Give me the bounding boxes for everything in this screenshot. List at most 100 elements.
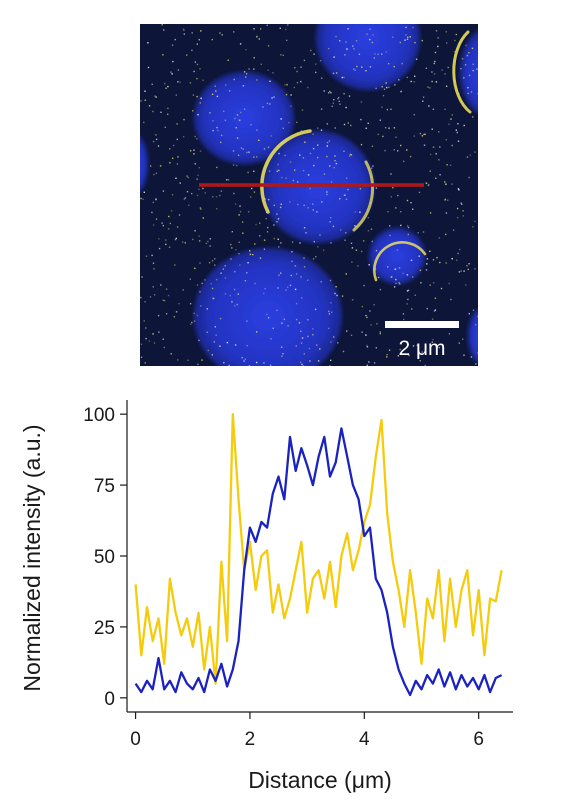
noise-speckle [155, 96, 157, 98]
noise-speckle [469, 154, 471, 156]
noise-speckle [385, 82, 387, 84]
noise-speckle [337, 98, 339, 100]
noise-speckle [317, 144, 319, 146]
noise-speckle [355, 249, 358, 251]
noise-speckle [338, 96, 340, 99]
noise-speckle [151, 211, 153, 214]
noise-speckle [343, 93, 345, 95]
noise-speckle [160, 284, 162, 286]
noise-speckle [245, 49, 247, 51]
noise-speckle [366, 344, 368, 347]
noise-speckle [400, 224, 402, 227]
y-tick-label: 0 [104, 689, 115, 710]
noise-speckle [282, 54, 284, 56]
noise-speckle [405, 26, 407, 29]
noise-speckle [183, 29, 185, 32]
noise-speckle [415, 58, 418, 60]
noise-speckle [161, 222, 163, 224]
noise-speckle [435, 177, 437, 179]
noise-speckle [406, 38, 409, 40]
noise-speckle [178, 214, 181, 216]
noise-speckle [429, 153, 432, 156]
noise-speckle [170, 71, 172, 73]
noise-speckle [450, 118, 452, 120]
noise-speckle [366, 346, 369, 348]
noise-speckle [197, 174, 199, 176]
noise-speckle [393, 65, 395, 68]
noise-speckle [162, 190, 165, 192]
noise-speckle [346, 48, 348, 50]
noise-speckle [330, 302, 332, 304]
noise-speckle [196, 314, 198, 317]
noise-speckle [295, 345, 297, 347]
noise-speckle [158, 331, 160, 333]
noise-speckle [335, 35, 337, 38]
noise-speckle [281, 322, 283, 324]
noise-speckle [457, 140, 460, 142]
noise-speckle [300, 342, 303, 344]
noise-speckle [367, 230, 370, 232]
noise-speckle [162, 338, 164, 340]
noise-speckle [182, 28, 185, 30]
noise-speckle [444, 108, 446, 110]
noise-speckle [171, 73, 173, 75]
noise-speckle [303, 353, 305, 355]
noise-speckle [445, 262, 447, 264]
noise-speckle [321, 201, 323, 203]
noise-speckle [292, 179, 295, 182]
noise-speckle [350, 154, 353, 156]
noise-speckle [204, 192, 206, 194]
noise-speckle [392, 187, 394, 189]
noise-speckle [313, 53, 315, 55]
noise-speckle [398, 267, 401, 269]
noise-speckle [245, 73, 248, 75]
noise-speckle [262, 106, 264, 108]
noise-speckle [305, 232, 307, 234]
noise-speckle [330, 217, 332, 219]
noise-speckle [452, 229, 455, 231]
noise-speckle [467, 268, 469, 271]
noise-speckle [284, 84, 286, 86]
noise-speckle [278, 169, 280, 172]
noise-speckle [377, 133, 379, 136]
noise-speckle [332, 102, 334, 104]
noise-speckle [276, 221, 278, 223]
noise-speckle [456, 131, 458, 134]
noise-speckle [167, 107, 169, 110]
noise-speckle [419, 360, 421, 362]
noise-speckle [463, 124, 465, 127]
noise-speckle [316, 211, 318, 213]
noise-speckle [458, 93, 460, 95]
scale-bar-label: 2 μm [398, 337, 445, 360]
noise-speckle [227, 179, 230, 181]
noise-speckle [277, 238, 279, 240]
noise-speckle [170, 210, 173, 212]
noise-speckle [395, 136, 397, 138]
noise-speckle [458, 342, 460, 344]
noise-speckle [435, 81, 438, 83]
noise-speckle [220, 190, 223, 192]
noise-speckle [468, 176, 470, 179]
noise-speckle [238, 214, 240, 216]
noise-speckle [328, 92, 330, 94]
noise-speckle [422, 100, 424, 102]
noise-speckle [431, 128, 433, 130]
noise-speckle [234, 271, 236, 273]
noise-speckle [149, 296, 152, 298]
noise-speckle [152, 201, 154, 204]
noise-speckle [319, 234, 321, 236]
noise-speckle [140, 197, 142, 200]
noise-speckle [356, 65, 358, 68]
noise-speckle [368, 264, 370, 266]
noise-speckle [448, 282, 450, 285]
noise-speckle [259, 235, 261, 237]
noise-speckle [317, 246, 319, 248]
noise-speckle [307, 207, 309, 209]
noise-speckle [390, 173, 392, 175]
noise-speckle [183, 118, 185, 121]
noise-speckle [472, 309, 475, 311]
noise-speckle [334, 292, 336, 295]
noise-speckle [407, 225, 409, 227]
noise-speckle [412, 276, 414, 278]
noise-speckle [445, 139, 447, 141]
